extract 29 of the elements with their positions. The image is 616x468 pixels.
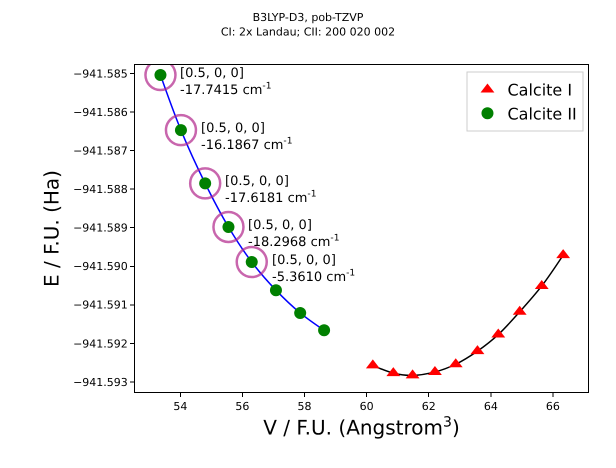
y-axis-title: E / F.U. (Ha) — [40, 170, 64, 287]
annotation: [0.5, 0, 0] -16.1867 cm$^{-1}$ — [201, 121, 292, 153]
y-tick-label: −941.589 — [73, 222, 128, 235]
legend-label: Calcite II — [507, 104, 577, 124]
y-tick-label: −941.591 — [73, 298, 128, 312]
x-axis-title: V / F.U. (Angstrom$^{3}$) — [263, 414, 460, 440]
y-tick-label: −941.590 — [73, 260, 128, 274]
y-tick-label: −941.585 — [73, 67, 128, 80]
legend-label: Calcite I — [507, 80, 572, 100]
annotation: [0.5, 0, 0] -17.6181 cm$^{-1}$ — [225, 174, 316, 206]
x-tick-label: 64 — [484, 400, 498, 414]
x-tick-label: 62 — [422, 400, 436, 414]
y-tick-label: −941.592 — [73, 337, 128, 350]
chart-title: B3LYP-D3, pob-TZVP CI: 2x Landau; CII: 200 020 002 — [220, 11, 396, 38]
point — [318, 324, 330, 336]
x-tick-label: 66 — [546, 400, 560, 414]
x-tick-label: 54 — [173, 400, 188, 414]
point — [270, 284, 282, 296]
x-tick-label: 58 — [298, 400, 312, 414]
point — [294, 306, 306, 319]
y-tick-label: −941.587 — [73, 144, 128, 158]
y-tick-label: −941.588 — [73, 183, 128, 196]
annotation: [0.5, 0, 0] -17.7415 cm$^{-1}$ — [180, 66, 272, 98]
annotation: [0.5, 0, 0] -5.3610 cm$^{-1}$ — [272, 253, 356, 285]
x-tick-label: 56 — [235, 400, 250, 414]
x-tick-label: 60 — [360, 400, 374, 414]
y-tick-label: −941.586 — [73, 106, 128, 119]
annotation: [0.5, 0, 0] -18.2968 cm$^{-1}$ — [248, 218, 340, 250]
y-tick-label: −941.593 — [73, 376, 128, 389]
